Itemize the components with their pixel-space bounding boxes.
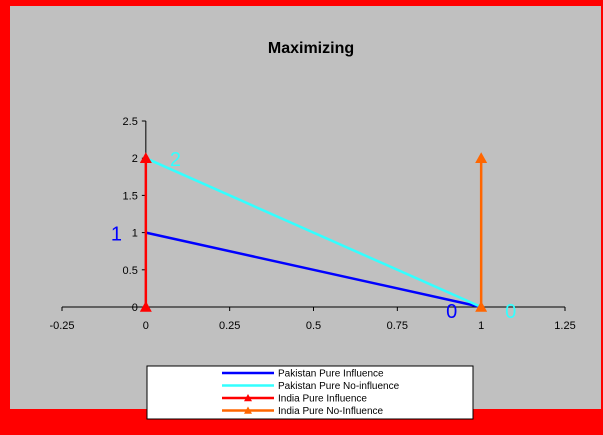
series-group	[139, 152, 488, 312]
x-tick-label: 0	[143, 320, 149, 332]
legend-label: India Pure No-Influence	[278, 406, 384, 417]
series-marker-3	[475, 301, 488, 312]
legend-label: Pakistan Pure Influence	[278, 369, 384, 380]
x-tick-label: 0.25	[219, 320, 240, 332]
data-label: 0	[446, 301, 457, 323]
y-tick-label: 1.5	[123, 190, 138, 202]
data-label: 1	[111, 224, 122, 246]
axes: -0.25 0 0.25 0.5 0.75 1 1.25 0 0.5 1 1.5 2 2.5	[49, 116, 575, 332]
chart-area	[10, 6, 601, 409]
chart-title: Maximizing	[268, 40, 354, 57]
annotations-group: 1 2 0 0	[111, 149, 516, 323]
legend-marker-3	[244, 406, 252, 414]
y-tick-label: 2.5	[123, 116, 138, 128]
legend-label: India Pure Influence	[278, 394, 367, 405]
series-line-0	[145, 231, 482, 309]
y-tick-label: 1	[132, 228, 138, 240]
data-label: 2	[170, 149, 181, 171]
legend-marker-2	[244, 394, 252, 402]
x-tick-label: 1.25	[554, 320, 575, 332]
data-label: 0	[505, 301, 516, 323]
legend-box	[146, 365, 474, 420]
y-tick-label: 2	[132, 153, 138, 165]
series-marker-2	[139, 152, 152, 163]
y-tick-label: 0	[132, 302, 138, 314]
x-tick-label: 1	[478, 320, 484, 332]
series-line-1	[145, 157, 482, 309]
legend-label: Pakistan Pure No-influence	[278, 381, 400, 392]
series-marker-2	[139, 301, 152, 312]
x-tick-label: -0.25	[49, 320, 74, 332]
x-tick-label: 0.75	[387, 320, 408, 332]
y-tick-label: 0.5	[123, 265, 138, 277]
series-marker-3	[475, 152, 488, 163]
x-tick-label: 0.5	[306, 320, 321, 332]
